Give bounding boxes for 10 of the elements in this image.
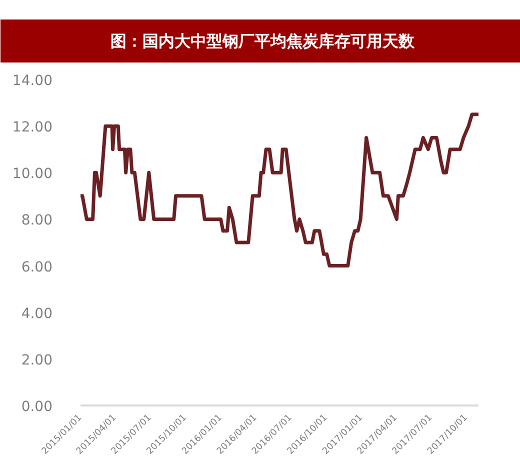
chart-title: 图：国内大中型钢厂平均焦炭库存可用天数 xyxy=(110,32,416,50)
y-tick-label: 0.00 xyxy=(21,399,52,415)
y-tick-label: 12.00 xyxy=(12,120,53,136)
y-tick-label: 4.00 xyxy=(21,306,52,322)
y-tick-label: 2.00 xyxy=(21,352,52,368)
y-tick-label: 14.00 xyxy=(12,73,53,89)
line-series xyxy=(80,112,478,268)
y-tick-label: 8.00 xyxy=(21,212,52,229)
y-tick-label: 10.00 xyxy=(12,166,53,182)
y-tick-label: 6.00 xyxy=(21,259,52,276)
